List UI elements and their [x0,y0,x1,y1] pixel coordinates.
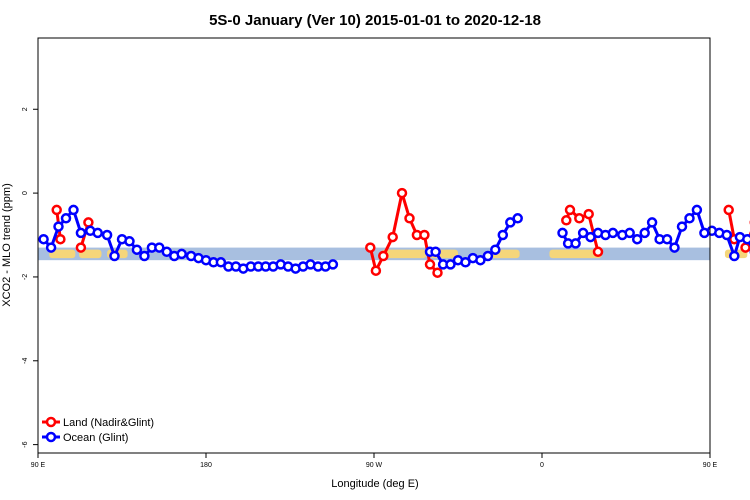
x-tick-label: 0 [540,462,544,469]
ocean-data-point [631,233,643,245]
legend-ocean-label: Ocean (Glint) [63,432,128,444]
land-data-point [378,250,389,262]
ocean-data-point [646,217,658,228]
ocean-data-point [60,213,72,224]
x-tick-label: 90 E [703,462,718,469]
map-band-land-9 [549,249,602,259]
land-data-point [396,187,408,199]
x-tick-label: 90 E [31,462,46,469]
x-axis-ticks: 90 E 180 90 W 0 90 E [31,453,718,469]
ocean-data-point [430,246,441,258]
ocean-data-point [124,236,135,247]
ocean-data-point [45,242,57,253]
ocean-data-point [570,238,581,249]
land-data-point [583,208,594,220]
x-axis-label: Longitude (deg E) [331,478,418,490]
legend-ocean-marker [45,431,57,443]
ocean-data-point [497,229,509,241]
ocean-data-point [215,257,227,268]
ocean-data-point [676,221,688,232]
y-tick-label: 0 [22,191,29,195]
ocean-data-point [475,254,486,266]
ocean-data-point [557,227,568,239]
ocean-data-point [68,204,79,216]
y-tick-label: 2 [22,107,29,111]
ocean-data-point [161,246,173,258]
land-data-point [424,259,436,270]
ocean-data-point [661,233,673,245]
land-data-point [387,231,398,243]
y-tick-label: -2 [22,274,29,280]
x-tick-label: 90 W [366,462,383,469]
map-band-land-0 [49,249,76,259]
ocean-data-point [639,227,650,239]
land-data-point [55,233,66,245]
ocean-data-point [482,250,494,262]
land-data-point [740,242,750,253]
map-band-land-1 [79,249,102,259]
ocean-data-point [445,259,456,270]
ocean-data-point [512,213,523,224]
ocean-data-point [109,250,120,262]
ocean-data-point [585,231,596,243]
land-data-point [432,267,443,278]
land-data-point [723,204,734,216]
land-data-point [365,242,376,253]
legend-land-label: Land (Nadir&Glint) [63,417,154,429]
ocean-data-point [607,227,619,239]
ocean-data-point [101,229,113,241]
ocean-data-point [721,229,733,241]
y-tick-label: -4 [22,358,29,364]
ocean-data-point [38,233,49,245]
ocean-data-point [669,242,680,253]
legend: Land (Nadir&Glint) Ocean (Glint) [42,416,154,444]
ocean-data-point [505,217,516,228]
land-data-point [370,265,382,276]
ocean-data-point [75,227,87,239]
x-tick-label: 180 [200,462,212,469]
ocean-data-point [490,244,501,255]
ocean-data-point [176,248,187,260]
ocean-data-point [691,204,703,216]
land-data-point [75,242,87,253]
land-data-point [404,213,415,224]
legend-land-marker [45,416,57,428]
land-data-point [574,213,585,224]
ocean-data-point [53,221,64,232]
land-data-point [83,217,94,228]
land-data-point [51,204,62,216]
ocean-data-point [327,259,339,270]
ocean-data-point [154,242,165,253]
ocean-data-point [577,227,589,239]
land-data-point [592,246,604,258]
ocean-data-point [139,250,150,262]
chart-title: 5S-0 January (Ver 10) 2015-01-01 to 2020… [209,12,541,29]
ocean-data-point [729,250,740,262]
land-data-point [419,229,430,241]
ocean-data-point [131,244,143,255]
ocean-data-point [624,227,635,239]
ocean-data-point [742,233,750,245]
land-data-point [561,215,572,226]
y-axis-label: XCO2 - MLO trend (ppm) [1,183,13,306]
land-data-point [564,204,576,216]
y-tick-label: -6 [22,441,29,447]
ocean-data-point [460,257,471,268]
y-axis-ticks: -6 -4 -2 0 2 [22,107,38,448]
ocean-data-point [684,213,695,224]
ocean-data-point [92,227,103,239]
map-band-land-6 [381,249,427,259]
series-layer [38,187,750,278]
